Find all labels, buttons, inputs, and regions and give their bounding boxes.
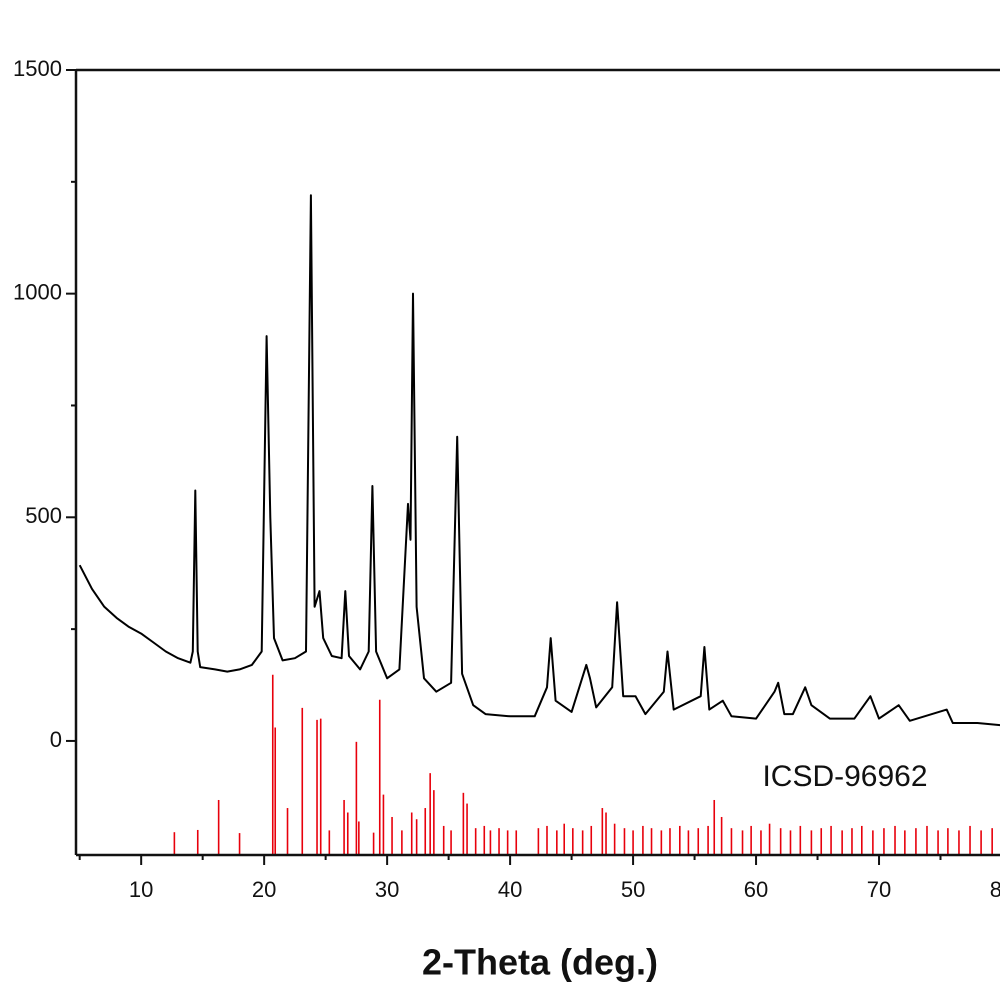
x-tick-label: 60 [744, 877, 768, 902]
x-tick-label: 50 [621, 877, 645, 902]
y-tick-label: 500 [25, 503, 62, 528]
y-tick-label: 1000 [13, 279, 62, 304]
x-tick-label: 80 [990, 877, 1000, 902]
x-axis-label: 2-Theta (deg.) [422, 942, 658, 983]
x-tick-label: 10 [129, 877, 153, 902]
annotation: ICSD-96962 [762, 760, 927, 793]
x-tick-label: 70 [867, 877, 891, 902]
data-line [78, 194, 1000, 727]
x-tick-label: 20 [252, 877, 276, 902]
y-tick-label: 0 [50, 727, 62, 752]
y-tick-label: 1500 [13, 56, 62, 81]
x-tick-label: 40 [498, 877, 522, 902]
x-tick-label: 30 [375, 877, 399, 902]
